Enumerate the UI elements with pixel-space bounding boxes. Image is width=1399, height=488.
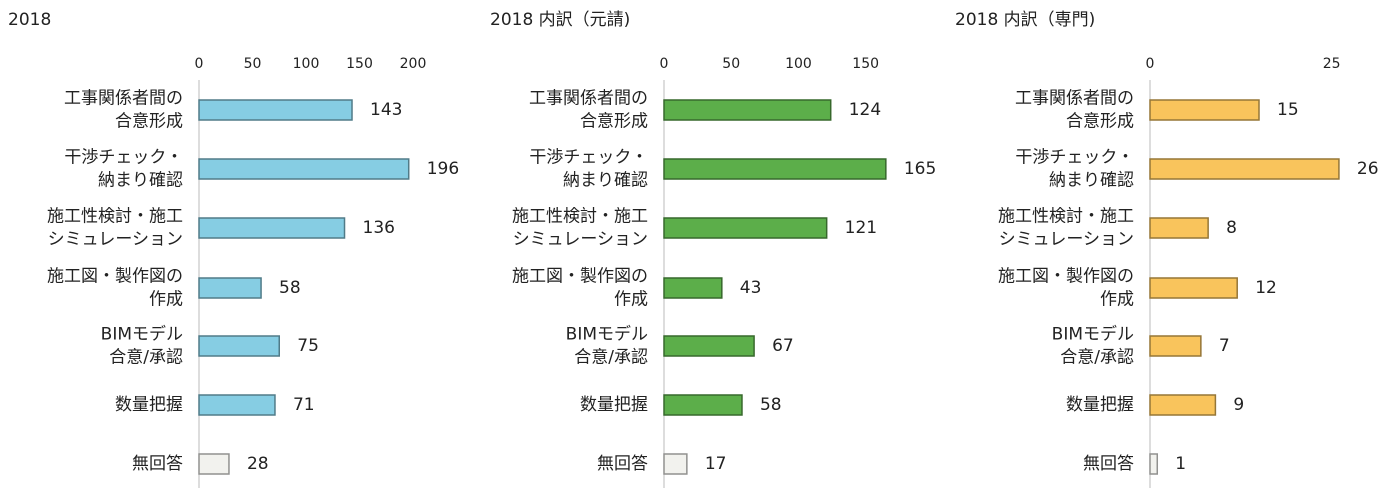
category-label: 数量把握: [580, 395, 648, 415]
bar: [663, 277, 723, 299]
value-label: 58: [279, 278, 301, 298]
category-label: 工事関係者間の: [529, 89, 648, 109]
value-label: 75: [297, 336, 319, 356]
bar: [198, 217, 346, 239]
value-label: 1: [1175, 454, 1186, 474]
value-label: 143: [370, 100, 402, 120]
category-label: 無回答: [132, 454, 183, 474]
category-label: 納まり確認: [98, 171, 183, 191]
bar: [1149, 158, 1340, 180]
bar: [1149, 99, 1260, 121]
category-label: 施工性検討・施工: [47, 207, 183, 227]
category-label: 施工図・製作図の: [47, 267, 183, 287]
category-label: 合意/承認: [109, 348, 183, 368]
category-label: 納まり確認: [1049, 171, 1134, 191]
category-label: 合意/承認: [1060, 348, 1134, 368]
x-tick-label: 25: [1323, 56, 1341, 72]
chart-title: 2018: [8, 10, 51, 30]
category-label: 施工図・製作図の: [512, 267, 648, 287]
category-label: 数量把握: [115, 395, 183, 415]
value-label: 7: [1219, 336, 1230, 356]
value-label: 9: [1233, 395, 1244, 415]
value-label: 58: [760, 395, 782, 415]
value-label: 28: [247, 454, 269, 474]
x-tick-label: 0: [1146, 56, 1155, 72]
bar: [663, 394, 743, 416]
category-label: シミュレーション: [999, 230, 1134, 250]
value-label: 124: [849, 100, 881, 120]
category-label: BIMモデル: [1052, 324, 1134, 345]
bar: [1149, 335, 1202, 357]
category-label: 作成: [1100, 290, 1134, 310]
category-label: 干渉チェック・: [1015, 148, 1134, 168]
category-label: 工事関係者間の: [64, 89, 183, 109]
value-label: 71: [293, 395, 315, 415]
category-label: 納まり確認: [563, 171, 648, 191]
chart-title: 2018 内訳（専門): [955, 10, 1095, 30]
bar: [663, 217, 828, 239]
value-label: 136: [363, 218, 395, 238]
category-label: 干渉チェック・: [529, 148, 648, 168]
value-label: 17: [705, 454, 727, 474]
x-tick-label: 150: [346, 56, 373, 72]
category-label: 作成: [614, 290, 648, 310]
x-tick-label: 150: [852, 56, 879, 72]
category-label: 無回答: [597, 454, 648, 474]
category-label: 合意/承認: [574, 348, 648, 368]
value-label: 67: [772, 336, 794, 356]
category-label: BIMモデル: [101, 324, 183, 345]
bar: [198, 335, 280, 357]
chart-title: 2018 内訳（元請): [490, 10, 630, 30]
category-label: 合意形成: [1066, 112, 1134, 132]
x-tick-label: 50: [722, 56, 740, 72]
category-label: 工事関係者間の: [1015, 89, 1134, 109]
category-label: 数量把握: [1066, 395, 1134, 415]
value-label: 8: [1226, 218, 1237, 238]
bar: [198, 158, 410, 180]
value-label: 165: [904, 159, 936, 179]
bar: [198, 394, 276, 416]
category-label: 施工性検討・施工: [998, 207, 1134, 227]
value-label: 43: [740, 278, 762, 298]
category-label: 干渉チェック・: [64, 148, 183, 168]
x-tick-label: 200: [400, 56, 427, 72]
bar: [198, 453, 230, 475]
value-label: 196: [427, 159, 459, 179]
category-label: シミュレーション: [48, 230, 183, 250]
bar: [663, 335, 755, 357]
category-label: シミュレーション: [513, 230, 648, 250]
bar: [663, 453, 688, 475]
category-label: 合意形成: [115, 112, 183, 132]
x-tick-label: 50: [244, 56, 262, 72]
bar: [1149, 217, 1209, 239]
x-tick-label: 100: [785, 56, 812, 72]
value-label: 12: [1255, 278, 1277, 298]
value-label: 121: [845, 218, 877, 238]
x-tick-label: 100: [293, 56, 320, 72]
x-tick-label: 0: [660, 56, 669, 72]
bar: [198, 99, 353, 121]
category-label: 施工図・製作図の: [998, 267, 1134, 287]
x-tick-label: 0: [195, 56, 204, 72]
bar: [663, 99, 832, 121]
bar: [663, 158, 887, 180]
category-label: 施工性検討・施工: [512, 207, 648, 227]
category-label: 作成: [149, 290, 183, 310]
bar: [1149, 394, 1217, 416]
category-label: 合意形成: [580, 112, 648, 132]
bar: [1149, 277, 1238, 299]
category-label: BIMモデル: [566, 324, 648, 345]
bar: [198, 277, 262, 299]
value-label: 26: [1357, 159, 1379, 179]
value-label: 15: [1277, 100, 1299, 120]
category-label: 無回答: [1083, 454, 1134, 474]
bar: [1149, 453, 1159, 475]
